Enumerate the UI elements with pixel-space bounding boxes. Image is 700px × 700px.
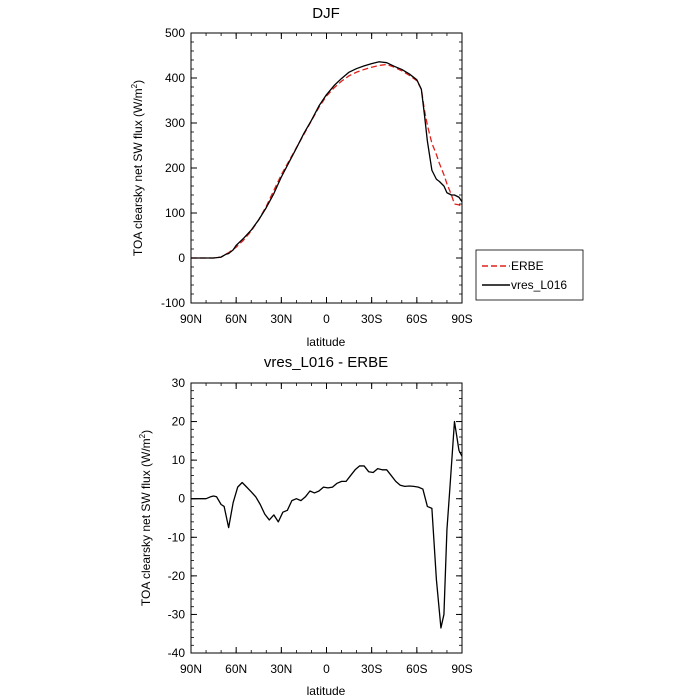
chart-top-xtick-label: 0 bbox=[323, 312, 330, 326]
chart-top-xtick-label: 90S bbox=[451, 312, 472, 326]
legend: ERBE vres_L016 bbox=[475, 249, 584, 301]
chart-top-ytick-label: 100 bbox=[165, 206, 185, 220]
chart-bottom-title: vres_L016 - ERBE bbox=[264, 354, 388, 371]
chart-bottom-xtick-label: 90N bbox=[180, 662, 202, 676]
chart-top-xtick-label: 60N bbox=[225, 312, 247, 326]
chart-bottom-xtick-label: 60S bbox=[406, 662, 427, 676]
chart-top-ylabel-sup: 2 bbox=[130, 83, 139, 88]
chart-top-series-erbe bbox=[191, 63, 463, 259]
chart-top-xtick-label: 30S bbox=[361, 312, 382, 326]
chart-top-ylabel: TOA clearsky net SW flux (W/m2) bbox=[130, 80, 145, 256]
chart-bottom-ylabel-main: TOA clearsky net SW flux (W/m bbox=[139, 438, 153, 606]
chart-bottom-ytick-label: -30 bbox=[168, 607, 186, 621]
chart-bottom-ytick-label: -20 bbox=[168, 569, 186, 583]
chart-bottom-xtick-label: 30S bbox=[361, 662, 382, 676]
chart-bottom-xtick-label: 90S bbox=[451, 662, 472, 676]
legend-box bbox=[475, 249, 584, 301]
chart-top-xtick-label: 90N bbox=[180, 312, 202, 326]
chart-top-series-vres-l016 bbox=[191, 61, 463, 259]
chart-bottom-ytick-label: 10 bbox=[172, 453, 186, 467]
chart-bottom-xtick-label: 30N bbox=[270, 662, 292, 676]
chart-bottom-ylabel-sup: 2 bbox=[138, 433, 147, 438]
chart-bottom-ytick-label: -10 bbox=[168, 530, 186, 544]
legend-label-erbe: ERBE bbox=[511, 259, 544, 273]
chart-top-xtick-label: 60S bbox=[406, 312, 427, 326]
chart-bottom-difference: vres_L016 - ERBE 90N 60N 30N 0 30S 60S 90S -40 -… bbox=[138, 354, 473, 698]
chart-top-ylabel-close: ) bbox=[131, 80, 145, 84]
chart-top-ytick-label: 200 bbox=[165, 161, 185, 175]
legend-label-vres: vres_L016 bbox=[511, 278, 567, 292]
chart-top-xtick-label: 30N bbox=[270, 312, 292, 326]
chart-top-xlabel: latitude bbox=[307, 335, 346, 349]
chart-top-title: DJF bbox=[312, 5, 340, 22]
chart-bottom-ytick-label: 20 bbox=[172, 415, 186, 429]
chart-top-ytick-label: 0 bbox=[178, 251, 185, 265]
chart-bottom-xtick-label: 60N bbox=[225, 662, 247, 676]
chart-top-ytick-label: 400 bbox=[165, 71, 185, 85]
chart-top-djf: DJF 90N 60N 30N 0 30S 60S 90S -100 0 100 200 300 400… bbox=[130, 5, 584, 349]
chart-bottom-ylabel: TOA clearsky net SW flux (W/m2) bbox=[138, 430, 153, 606]
chart-bottom-xlabel: latitude bbox=[307, 684, 346, 698]
chart-bottom-plot-frame bbox=[190, 382, 463, 654]
chart-bottom-series-vres-l016-erbe bbox=[191, 420, 463, 629]
chart-top-plot-frame bbox=[190, 32, 463, 304]
chart-bottom-xtick-label: 0 bbox=[323, 662, 330, 676]
chart-bottom-ytick-label: -40 bbox=[168, 646, 186, 660]
chart-top-ytick-label: 500 bbox=[165, 26, 185, 40]
chart-top-ytick-label: 300 bbox=[165, 116, 185, 130]
chart-top-ytick-label: -100 bbox=[161, 296, 185, 310]
chart-bottom-ylabel-close: ) bbox=[139, 430, 153, 434]
chart-top-ylabel-main: TOA clearsky net SW flux (W/m bbox=[131, 88, 145, 256]
chart-bottom-ytick-label: 0 bbox=[178, 492, 185, 506]
chart-bottom-ytick-label: 30 bbox=[172, 376, 186, 390]
